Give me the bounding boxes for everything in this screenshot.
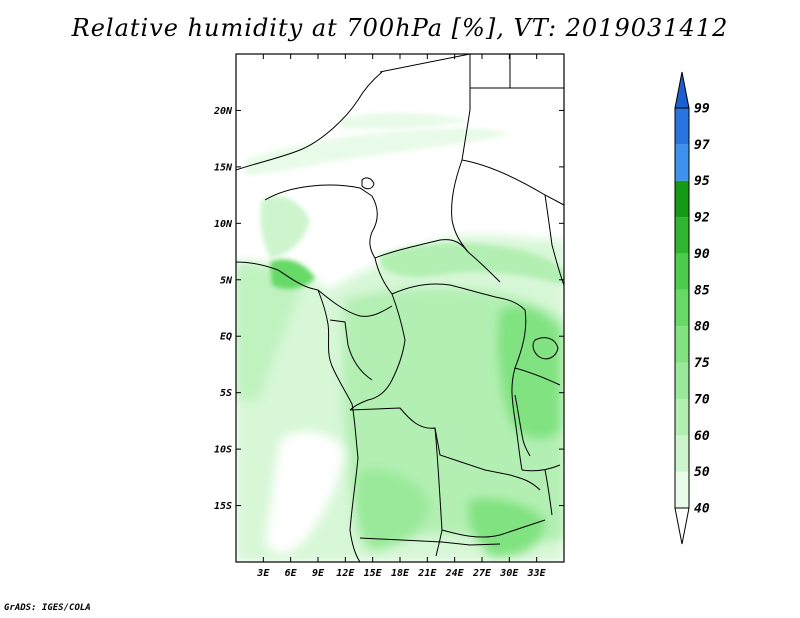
humidity-region-dry-pocket [265,431,345,555]
colorbar-bin [675,362,689,399]
colorbar-bin [675,289,689,327]
lat-tick-label: 5N [220,275,233,286]
colorbar-label: 97 [694,138,710,153]
lake-victoria [532,337,559,360]
colorbar-bin [675,471,689,508]
lake-tanganyika [514,394,531,457]
colorbar-label: 92 [694,211,710,226]
colorbar-bin [675,144,689,181]
colorbar-label: 60 [694,429,710,444]
colorbar-bin [675,326,689,363]
humidity-region-southeast-patch [468,498,545,557]
lake-chad [361,177,375,190]
humidity-region-nigeria [260,196,310,258]
colorbar-bin-under [674,507,690,545]
lake-malawi [544,469,553,516]
lon-tick-label: 15E [364,568,383,579]
colorbar-label: 80 [694,320,710,335]
colorbar-label: 90 [694,247,710,262]
colorbar-bin [675,398,689,436]
colorbar-bin [675,435,689,472]
lat-tick-label: EQ [220,332,232,343]
colorbar: 40 50 60 70 75 80 85 90 92 95 97 99 [674,71,710,545]
colorbar-label: 95 [694,174,710,189]
humidity-field [236,54,564,562]
border-angola-namibia [359,537,501,546]
grads-credit: GrADS: IGES/COLA [4,603,91,613]
humidity-region-sahara-streak [340,112,470,129]
lon-tick-label: 3E [256,568,270,579]
coastline-west [236,261,361,562]
longitude-axis: 3E 6E 9E 12E 15E 18E 21E 24E 27E 30E 33E [256,54,547,579]
border-nigeria-niger [264,184,373,201]
colorbar-bin [675,180,689,218]
lon-tick-label: 27E [472,568,492,579]
lat-tick-label: 10N [214,219,233,230]
border-drc-angola [349,407,541,491]
colorbar-label: 75 [694,356,710,371]
border-tanzania [514,367,561,472]
lat-tick-label: 10S [214,445,232,456]
border-zambia-south [441,519,546,538]
colorbar-label: 99 [694,102,710,117]
border-congo-drc [349,293,406,411]
border-chad-east [451,159,469,253]
border-sudan [461,87,564,206]
lat-tick-label: 15S [214,501,232,512]
map-title: Relative humidity at 700hPa [%], VT: 201… [71,14,729,42]
lon-tick-label: 21E [417,568,437,579]
colorbar-bin [675,253,689,290]
humidity-region-south-patch [354,469,430,550]
border-east-ethiopia [544,194,564,286]
lon-tick-label: 6E [285,568,298,579]
colorbar-label: 50 [694,465,710,480]
border-libya-chad [379,54,471,161]
colorbar-bin-over [674,71,690,109]
humidity-region-north-band [380,243,564,285]
lon-tick-label: 9E [312,568,325,579]
border-gabon-congo [329,319,373,381]
border-drc-east [511,309,527,471]
border-car-north [374,239,501,283]
colorbar-label: 85 [694,283,710,298]
humidity-region-west-coast [236,264,300,400]
lat-tick-label: 15N [214,162,233,173]
humidity-region-sahel-streak [245,128,510,175]
colorbar-bin [675,108,689,145]
colorbar-bin [675,217,689,254]
border-angola-zambia [434,427,443,557]
lon-tick-label: 18E [391,568,410,579]
country-borders [236,54,564,562]
lat-tick-label: 5S [220,388,232,399]
lon-tick-label: 33E [527,568,547,579]
lon-tick-label: 12E [336,568,355,579]
border-car-south [374,257,526,311]
colorbar-frame [674,107,690,509]
latitude-axis: 20N 15N 10N 5N EQ 5S 10S 15S [213,106,564,512]
lon-tick-label: 24E [445,568,465,579]
border-chad-west [369,195,378,259]
lat-tick-label: 20N [213,106,233,117]
humidity-region-gulf-guinea [270,259,315,290]
colorbar-label: 70 [694,392,710,407]
border-cameroon-gabon [317,289,393,317]
lon-tick-label: 30E [499,568,519,579]
border-sahel [236,71,383,171]
colorbar-label: 40 [694,502,710,517]
